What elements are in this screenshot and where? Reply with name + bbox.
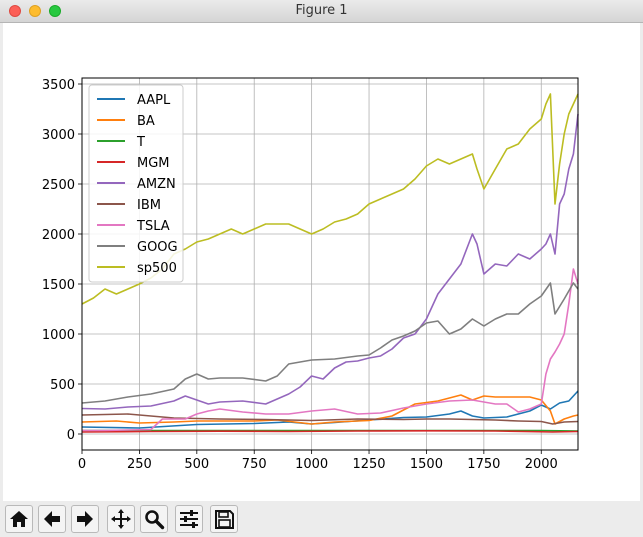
close-window-button[interactable] bbox=[9, 5, 21, 17]
x-tick-label: 250 bbox=[127, 457, 152, 472]
line-chart: 0 250 500 750 1000 1250 1500 1750 2000 0 500 1000 15… bbox=[42, 77, 579, 472]
legend-box bbox=[88, 84, 184, 283]
configure-subplots-button[interactable] bbox=[175, 505, 203, 533]
legend-label: sp500 bbox=[137, 261, 177, 276]
forward-button[interactable] bbox=[71, 505, 99, 533]
x-tick-label: 500 bbox=[184, 457, 209, 472]
y-tick-label: 2000 bbox=[42, 228, 75, 243]
axis-ticks: 0 250 500 750 1000 1250 1500 1750 2000 0 500 1000 15… bbox=[42, 78, 558, 472]
series-line-goog bbox=[81, 282, 579, 404]
magnifier-icon bbox=[145, 510, 165, 530]
y-tick-label: 3500 bbox=[42, 78, 75, 93]
x-tick-label: 1500 bbox=[410, 457, 443, 472]
legend-label: AAPL bbox=[137, 93, 171, 108]
legend-label: TSLA bbox=[136, 219, 170, 234]
x-tick-label: 1000 bbox=[295, 457, 328, 472]
move-icon bbox=[111, 509, 131, 529]
window-titlebar: Figure 1 bbox=[0, 0, 643, 23]
legend-label: GOOG bbox=[137, 240, 178, 255]
pan-button[interactable] bbox=[107, 505, 135, 533]
legend-label: AMZN bbox=[137, 177, 176, 192]
legend-label: MGM bbox=[137, 156, 170, 171]
x-tick-label: 1250 bbox=[352, 457, 385, 472]
x-tick-label: 1750 bbox=[467, 457, 500, 472]
back-button[interactable] bbox=[38, 505, 66, 533]
y-tick-label: 500 bbox=[50, 378, 75, 393]
arrow-left-icon bbox=[44, 511, 60, 527]
series-line-ba bbox=[81, 394, 579, 425]
sliders-icon bbox=[180, 510, 198, 528]
legend-label: IBM bbox=[137, 198, 161, 213]
zoom-window-button[interactable] bbox=[49, 5, 61, 17]
figure-canvas[interactable]: 0 250 500 750 1000 1250 1500 1750 2000 0 500 1000 15… bbox=[3, 23, 640, 501]
zoom-button[interactable] bbox=[140, 505, 168, 533]
home-button[interactable] bbox=[5, 505, 33, 533]
plot-frame bbox=[81, 77, 579, 451]
series-line-ibm bbox=[81, 413, 579, 425]
arrow-right-icon bbox=[77, 511, 93, 527]
legend-label: BA bbox=[137, 114, 155, 129]
y-tick-label: 1500 bbox=[42, 278, 75, 293]
series-line-mgm bbox=[81, 430, 579, 433]
y-tick-label: 2500 bbox=[42, 178, 75, 193]
y-tick-label: 0 bbox=[67, 428, 75, 443]
legend-label: T bbox=[136, 135, 145, 150]
series-line-tsla bbox=[82, 268, 579, 432]
save-button[interactable] bbox=[210, 505, 238, 533]
y-tick-label: 1000 bbox=[42, 328, 75, 343]
legend: AAPL BA T MGM AMZN IBM TSLA GOOG sp500 bbox=[88, 84, 184, 283]
x-tick-label: 2000 bbox=[525, 457, 558, 472]
minimize-window-button[interactable] bbox=[29, 5, 41, 17]
navigation-toolbar bbox=[0, 501, 643, 537]
x-tick-label: 0 bbox=[78, 457, 86, 472]
x-tick-label: 750 bbox=[242, 457, 267, 472]
home-icon bbox=[10, 511, 28, 527]
floppy-disk-icon bbox=[215, 510, 234, 529]
y-tick-label: 3000 bbox=[42, 128, 75, 143]
series-line-amzn bbox=[81, 113, 579, 410]
window-title: Figure 1 bbox=[295, 3, 348, 18]
